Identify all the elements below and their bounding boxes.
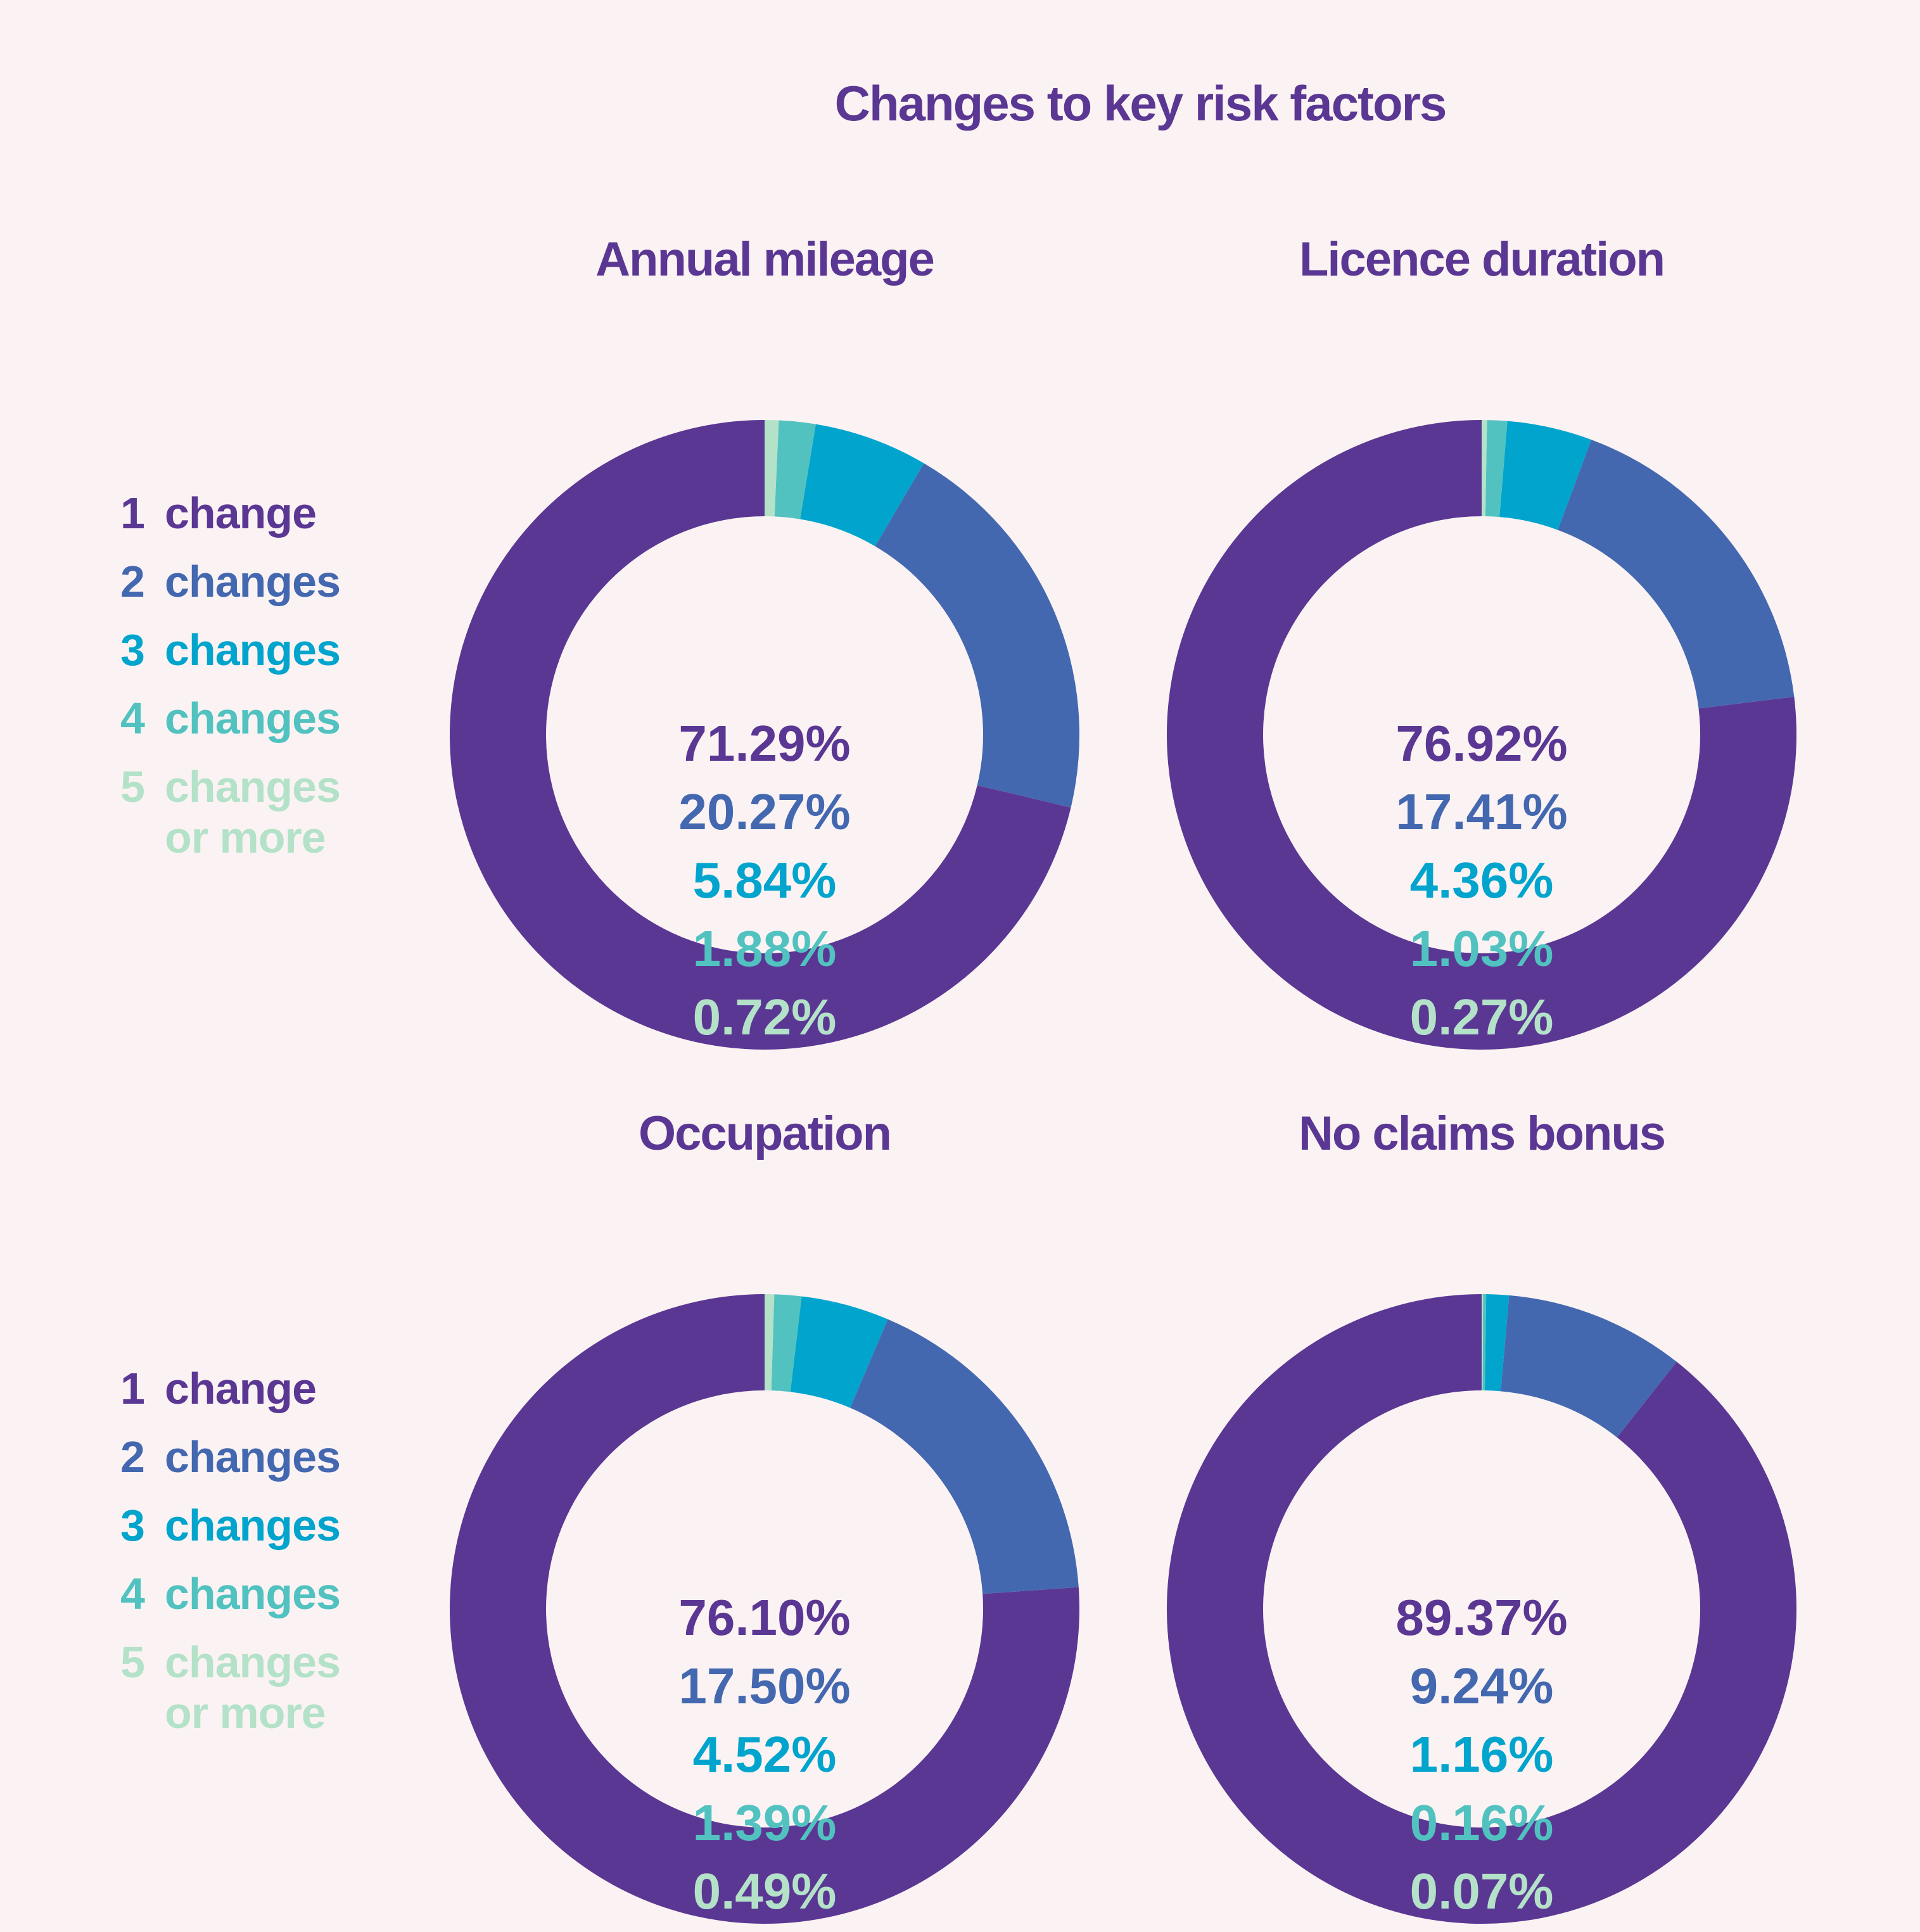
- value-label: 4.52%: [692, 1726, 837, 1783]
- legend-item-3: 3 changes: [120, 1500, 341, 1551]
- value-label: 76.10%: [678, 1589, 851, 1646]
- donut-segment-3: [790, 1296, 888, 1408]
- legend-item-1: 1 change: [120, 488, 317, 538]
- value-label: 0.16%: [1409, 1795, 1554, 1851]
- donut-segment-1: [1167, 1294, 1796, 1924]
- legend-number: 5: [120, 1637, 145, 1687]
- legend-item-5: 5 changes or more: [120, 1637, 341, 1738]
- donut-segment-5: [765, 420, 779, 517]
- legend-item-4: 4 changes: [120, 1568, 341, 1619]
- donut-segment-2: [1501, 1295, 1677, 1438]
- legend-number: 1: [120, 1364, 145, 1413]
- donut-segment-3: [1499, 421, 1592, 530]
- donut-segment-5: [1482, 1294, 1484, 1391]
- legend-item-1: 1 change: [120, 1363, 317, 1414]
- donut-segment-4: [771, 1294, 802, 1392]
- legend-number: 4: [120, 1569, 145, 1618]
- donut-segment-5: [765, 1294, 775, 1391]
- value-label: 5.84%: [692, 852, 837, 908]
- donut-panel-licence-duration: Licence duration 76.92% 17.41% 4.36% 1.0…: [1159, 228, 1805, 1058]
- donut-segment-4: [1485, 420, 1508, 518]
- value-label: 1.39%: [692, 1795, 837, 1851]
- value-label: 0.07%: [1409, 1863, 1554, 1919]
- legend-item-2: 2 changes: [120, 556, 341, 607]
- legend-label: change: [165, 1364, 317, 1413]
- value-label: 17.41%: [1395, 784, 1568, 840]
- legend-number: 5: [120, 762, 145, 811]
- donut-chart: [450, 420, 1079, 1050]
- value-label: 9.24%: [1409, 1658, 1554, 1714]
- donut-chart: [449, 1294, 1079, 1924]
- value-label: 76.92%: [1395, 715, 1568, 772]
- value-label: 0.72%: [692, 989, 837, 1045]
- donut-panel-annual-mileage: Annual mileage 71.29% 20.27% 5.84% 1.88%…: [442, 228, 1088, 1058]
- donut-segment-1: [1166, 420, 1796, 1050]
- value-label: 1.88%: [692, 920, 837, 977]
- value-label: 20.27%: [678, 784, 851, 840]
- value-label: 71.29%: [678, 715, 851, 772]
- value-label: 1.16%: [1409, 1726, 1554, 1783]
- value-label: 0.49%: [692, 1863, 837, 1919]
- panel-title: Annual mileage: [595, 232, 935, 286]
- legend-label: changes: [165, 625, 341, 675]
- donut-segment-3: [1484, 1294, 1510, 1392]
- panel-title: No claims bonus: [1298, 1107, 1666, 1160]
- value-label: 17.50%: [678, 1658, 851, 1714]
- donut-segment-2: [850, 1319, 1079, 1594]
- value-label: 4.36%: [1409, 852, 1554, 908]
- donut-segment-5: [1482, 420, 1487, 517]
- panel-title: Licence duration: [1299, 232, 1665, 286]
- legend-label: changes: [165, 694, 341, 743]
- donut-segment-2: [875, 463, 1079, 808]
- legend-label: changes: [165, 557, 341, 606]
- donut-segment-4: [1482, 1294, 1487, 1391]
- legend-label: changes: [165, 1569, 341, 1618]
- legend-number: 2: [120, 557, 145, 606]
- legend-number: 2: [120, 1432, 145, 1482]
- legend-item-5: 5 changes or more: [120, 761, 341, 863]
- legend-number: 1: [120, 488, 145, 538]
- legend-item-2: 2 changes: [120, 1432, 341, 1482]
- legend-number: 3: [120, 1501, 145, 1550]
- donut-chart: [1167, 1294, 1796, 1924]
- legend-item-3: 3 changes: [120, 625, 341, 675]
- value-label: 1.03%: [1409, 920, 1554, 977]
- legend-label: changes or more: [165, 762, 341, 862]
- legend-label: changes: [165, 1432, 341, 1482]
- legend-label: change: [165, 488, 317, 538]
- donut-segment-4: [774, 420, 816, 519]
- donut-segment-3: [800, 424, 924, 547]
- donut-chart: [1166, 420, 1796, 1050]
- panel-title: Occupation: [638, 1107, 892, 1160]
- legend-item-4: 4 changes: [120, 693, 341, 744]
- legend-number: 3: [120, 625, 145, 675]
- donut-segment-1: [449, 1294, 1079, 1924]
- value-label: 89.37%: [1395, 1589, 1568, 1646]
- legend-number: 4: [120, 694, 145, 743]
- donut-segment-2: [1558, 440, 1795, 709]
- legend-label: changes or more: [165, 1637, 341, 1738]
- main-title: Changes to key risk factors: [834, 75, 1447, 131]
- donut-segment-1: [450, 420, 1071, 1050]
- donut-panel-occupation: Occupation 76.10% 17.50% 4.52% 1.39% 0.4…: [442, 1102, 1088, 1932]
- legend-label: changes: [165, 1501, 341, 1550]
- value-label: 0.27%: [1409, 989, 1554, 1045]
- donut-panel-no-claims-bonus: No claims bonus 89.37% 9.24% 1.16% 0.16%…: [1159, 1102, 1805, 1932]
